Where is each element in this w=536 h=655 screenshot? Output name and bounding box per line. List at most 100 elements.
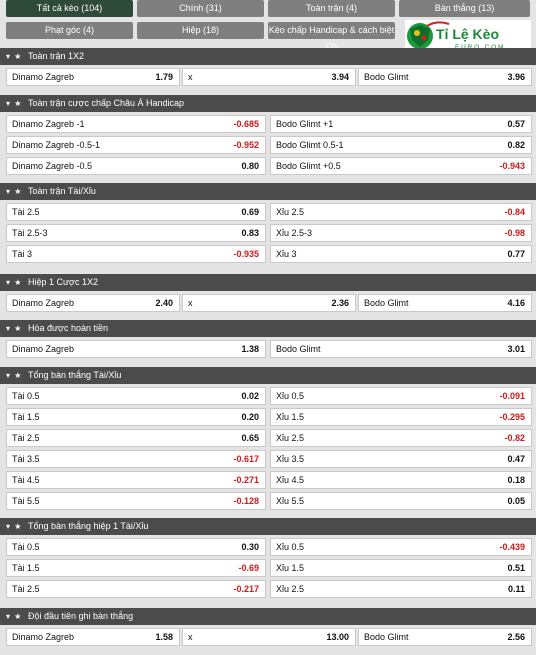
section-header-hoa-duoc-hoan-tien[interactable]: ▾ ★ Hòa được hoàn tiền [0,320,536,337]
selection-name: Xỉu [276,249,290,259]
collapse-star-icon[interactable]: ▾ ★ [6,278,23,287]
selection-name: Tài [12,496,25,506]
odds-cell[interactable]: Xỉu 2.5 0.11 [270,580,532,598]
selection-name: Bodo Glimt [364,72,409,82]
collapse-star-icon[interactable]: ▾ ★ [6,187,23,196]
odds-value: 1.58 [155,632,173,642]
odds-cell[interactable]: Tài 0.5 0.02 [6,387,266,405]
section-header-toan-tran-cuoc-chap-chau-a-handicap[interactable]: ▾ ★ Toàn trận cược chấp Châu Á Handicap [0,95,536,112]
odds-cell[interactable]: x 3.94 [182,68,356,86]
odds-line: 1.5 [291,563,305,573]
collapse-star-icon[interactable]: ▾ ★ [6,371,23,380]
odds-cell[interactable]: Xỉu 2.5-3 -0.98 [270,224,532,242]
odds-cell[interactable]: Xỉu 4.5 0.18 [270,471,532,489]
selection-name: Dinamo Zagreb [12,119,75,129]
odds-value: -0.98 [504,228,525,238]
odds-cell[interactable]: Bodo Glimt 3.01 [270,340,532,358]
odds-cell[interactable]: Xỉu 3.5 0.47 [270,450,532,468]
odds-cell[interactable]: Tài 3.5 -0.617 [6,450,266,468]
tab-half[interactable]: Hiệp (18) [137,22,264,39]
collapse-star-icon[interactable]: ▾ ★ [6,99,23,108]
odds-cell[interactable]: Bodo Glimt 0.5-1 0.82 [270,136,532,154]
odds-cell[interactable]: Xỉu 1.5 -0.295 [270,408,532,426]
odds-label: Dinamo Zagreb -1 [12,116,85,132]
selection-name: Bodo Glimt [276,140,321,150]
odds-cell[interactable]: Xỉu 2.5 -0.84 [270,203,532,221]
selection-name: Tài [12,454,25,464]
section-header-tong-ban-thang-hiep-1-tai-xiu[interactable]: ▾ ★ Tổng bàn thắng hiệp 1 Tài/Xỉu [0,518,536,535]
odds-cell[interactable]: Dinamo Zagreb -0.5 0.80 [6,157,266,175]
odds-line: -0.5 [76,161,93,171]
selection-name: Xỉu [276,433,290,443]
tab-handicap[interactable]: Kèo chấp Handicap & cách biệt (3) [268,22,395,52]
odds-cell[interactable]: Tài 2.5 0.65 [6,429,266,447]
odds-cell[interactable]: Xỉu 0.5 -0.439 [270,538,532,556]
tab-fulltime[interactable]: Toàn trận (4) [268,0,395,17]
section-header-hiep-1-cuoc-1x2[interactable]: ▾ ★ Hiệp 1 Cược 1X2 [0,274,536,291]
odds-value: -0.84 [504,207,525,217]
odds-value: -0.69 [238,563,259,573]
selection-name: Xỉu [276,207,290,217]
odds-cell[interactable]: Bodo Glimt 3.96 [358,68,532,86]
odds-cell[interactable]: Tài 1.5 0.20 [6,408,266,426]
selection-name: Xỉu [276,412,290,422]
odds-cell[interactable]: Dinamo Zagreb -0.5-1 -0.952 [6,136,266,154]
tab-main[interactable]: Chính (31) [137,0,264,17]
section-header-toan-tran-1x2[interactable]: ▾ ★ Toàn trận 1X2 [0,48,536,65]
odds-cell[interactable]: Tài 0.5 0.30 [6,538,266,556]
tab-goals[interactable]: Bàn thắng (13) [399,0,530,17]
site-logo: Tỉ Lệ Kèo E U R O . C O M [405,20,531,53]
odds-cell[interactable]: Bodo Glimt +0.5 -0.943 [270,157,532,175]
collapse-star-icon[interactable]: ▾ ★ [6,612,23,621]
odds-cell[interactable]: Bodo Glimt 2.56 [358,628,532,646]
odds-cell[interactable]: Xỉu 1.5 0.51 [270,559,532,577]
tab-corners[interactable]: Phạt góc (4) [6,22,133,39]
odds-cell[interactable]: Bodo Glimt +1 0.57 [270,115,532,133]
odds-cell[interactable]: Tài 1.5 -0.69 [6,559,266,577]
odds-cell[interactable]: Tài 3 -0.935 [6,245,266,263]
odds-label: x [188,69,193,85]
odds-cell[interactable]: Tài 2.5 -0.217 [6,580,266,598]
selection-name: Xỉu [276,391,290,401]
selection-name: Tài [12,207,25,217]
odds-cell[interactable]: Xỉu 0.5 -0.091 [270,387,532,405]
odds-cell[interactable]: Bodo Glimt 4.16 [358,294,532,312]
selection-name: Xỉu [276,563,290,573]
odds-cell[interactable]: Dinamo Zagreb 1.38 [6,340,266,358]
odds-label: Tài 3 [12,246,32,262]
collapse-star-icon[interactable]: ▾ ★ [6,522,23,531]
odds-value: -0.935 [233,249,259,259]
selection-name: Xỉu [276,584,290,594]
odds-cell[interactable]: Xỉu 3 0.77 [270,245,532,263]
section-title: Hòa được hoàn tiền [28,323,108,333]
odds-cell[interactable]: Dinamo Zagreb 1.58 [6,628,180,646]
selection-name: x [188,72,193,82]
odds-line: 2.5-3 [27,228,48,238]
selection-name: Tài [12,563,25,573]
section-header-toan-tran-tai-xiu[interactable]: ▾ ★ Toàn trận Tài/Xỉu [0,183,536,200]
section-title: Toàn trận Tài/Xỉu [28,186,96,196]
collapse-star-icon[interactable]: ▾ ★ [6,324,23,333]
section-header-tong-ban-thang-tai-xiu[interactable]: ▾ ★ Tổng bàn thắng Tài/Xỉu [0,367,536,384]
selection-name: Dinamo Zagreb [12,161,75,171]
odds-cell[interactable]: Tài 2.5-3 0.83 [6,224,266,242]
odds-cell[interactable]: Xỉu 5.5 0.05 [270,492,532,510]
odds-cell[interactable]: Tài 4.5 -0.271 [6,471,266,489]
odds-cell[interactable]: Dinamo Zagreb 1.79 [6,68,180,86]
odds-cell[interactable]: x 2.36 [182,294,356,312]
odds-cell[interactable]: x 13.00 [182,628,356,646]
odds-label: Bodo Glimt [364,69,409,85]
odds-cell[interactable]: Xỉu 2.5 -0.82 [270,429,532,447]
odds-value: 0.20 [241,412,259,422]
odds-value: 0.82 [507,140,525,150]
odds-line: 5.5 [27,496,40,506]
section-header-doi-dau-tien-ghi-ban-thang[interactable]: ▾ ★ Đội đầu tiên ghi bàn thắng [0,608,536,625]
odds-cell[interactable]: Dinamo Zagreb -1 -0.685 [6,115,266,133]
odds-cell[interactable]: Tài 2.5 0.69 [6,203,266,221]
collapse-star-icon[interactable]: ▾ ★ [6,52,23,61]
tab-all[interactable]: Tất cả kèo (104) [6,0,133,17]
odds-cell[interactable]: Tài 5.5 -0.128 [6,492,266,510]
odds-label: Bodo Glimt +0.5 [276,158,341,174]
selection-name: Dinamo Zagreb [12,298,75,308]
odds-cell[interactable]: Dinamo Zagreb 2.40 [6,294,180,312]
